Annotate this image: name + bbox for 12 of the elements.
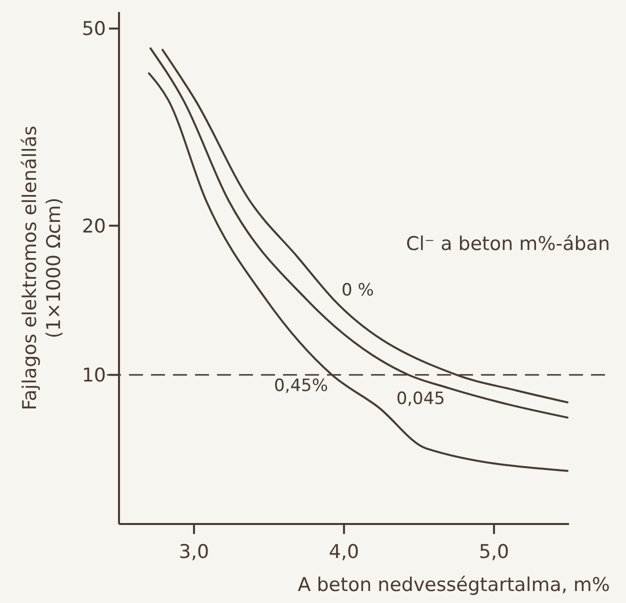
series-label: 0,045 [396, 389, 445, 410]
y-tick-label: 20 [82, 215, 106, 238]
y-tick-label: 50 [82, 18, 106, 40]
x-axis-title: A beton nedvességtartalma, m% [298, 574, 610, 596]
x-tick-label: 5,0 [478, 541, 510, 563]
y-axis-title: Fajlagos elektromos ellenállás (1×1000 Ωcm) [19, 126, 65, 410]
legend-title: Cl⁻ a beton m%-ában [406, 233, 610, 255]
x-tick-label: 3,0 [178, 541, 210, 563]
series-label: 0,45% [274, 376, 328, 396]
x-tick-label: 4,0 [328, 541, 360, 563]
y-tick-label: 10 [82, 364, 106, 387]
series-label: 0 % [342, 280, 374, 300]
